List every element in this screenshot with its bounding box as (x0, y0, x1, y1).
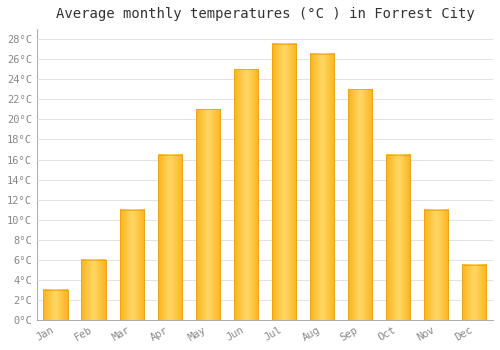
Bar (158, 155, 182, 320)
Bar (424, 210, 448, 320)
Bar (272, 44, 296, 320)
Bar (462, 265, 486, 320)
Bar (82, 260, 106, 320)
Bar (386, 155, 410, 320)
Bar (310, 54, 334, 320)
Bar (120, 210, 144, 320)
Bar (310, 54, 334, 320)
Bar (44, 290, 68, 320)
Bar (196, 109, 220, 320)
Bar (424, 210, 448, 320)
Bar (196, 109, 220, 320)
Bar (462, 265, 486, 320)
Bar (234, 69, 258, 320)
Bar (234, 69, 258, 320)
Bar (44, 290, 68, 320)
Bar (386, 155, 410, 320)
Bar (272, 44, 296, 320)
Title: Average monthly temperatures (°C ) in Forrest City: Average monthly temperatures (°C ) in Fo… (56, 7, 474, 21)
Bar (120, 210, 144, 320)
Bar (158, 155, 182, 320)
Bar (82, 260, 106, 320)
Bar (348, 89, 372, 320)
Bar (348, 89, 372, 320)
